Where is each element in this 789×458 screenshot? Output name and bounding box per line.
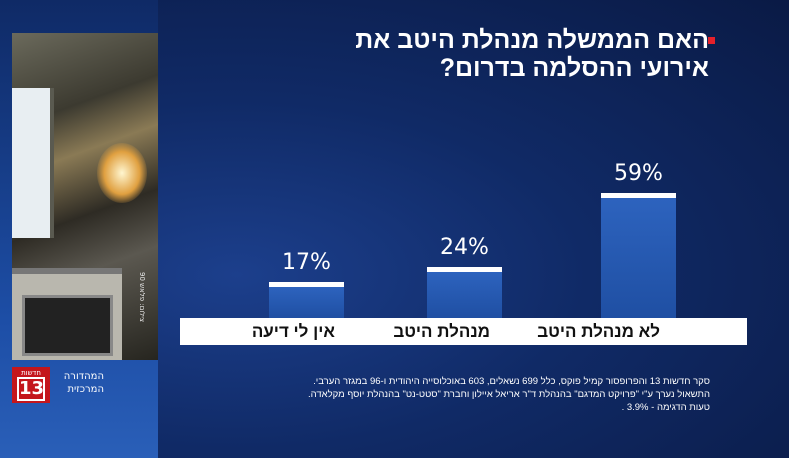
window [12, 88, 54, 238]
value-label: 59% [614, 160, 663, 186]
bar [427, 267, 502, 318]
oven [22, 295, 113, 356]
light-glow [97, 143, 147, 203]
bar [269, 281, 344, 318]
footnote-line: טעות הדגימה - 3.9% . [621, 402, 710, 413]
program-name: המהדורה המרכזית [63, 371, 104, 395]
logo-text: חדשות [21, 369, 41, 377]
title-bullet [708, 37, 715, 44]
category-label: לא מנהלת היטב [537, 322, 660, 341]
chart-title: האם הממשלה מנהלת היטב את אירועי ההסלמה ב… [355, 26, 709, 82]
category-label: מנהלת היטב [393, 322, 490, 341]
footnote-line: התשאול נערך ע"י "פרויקט המדגם" בהנהלת ד"… [308, 389, 710, 400]
survey-footnote: סקר חדשות 13 והפרופסור קמיל פוקס, כלל 69… [308, 375, 710, 414]
photo-credit: צילום: פלאש 90 [138, 272, 146, 322]
category-label-strip [180, 318, 747, 345]
footnote-line: סקר חדשות 13 והפרופסור קמיל פוקס, כלל 69… [313, 376, 710, 387]
value-label: 17% [282, 249, 331, 275]
bar [601, 192, 676, 318]
value-label: 24% [440, 235, 489, 261]
category-label: אין לי דיעה [251, 322, 335, 341]
logo-number: 13 [17, 377, 45, 401]
channel-logo: חדשות 13 [12, 367, 50, 403]
news-photo [12, 33, 158, 360]
